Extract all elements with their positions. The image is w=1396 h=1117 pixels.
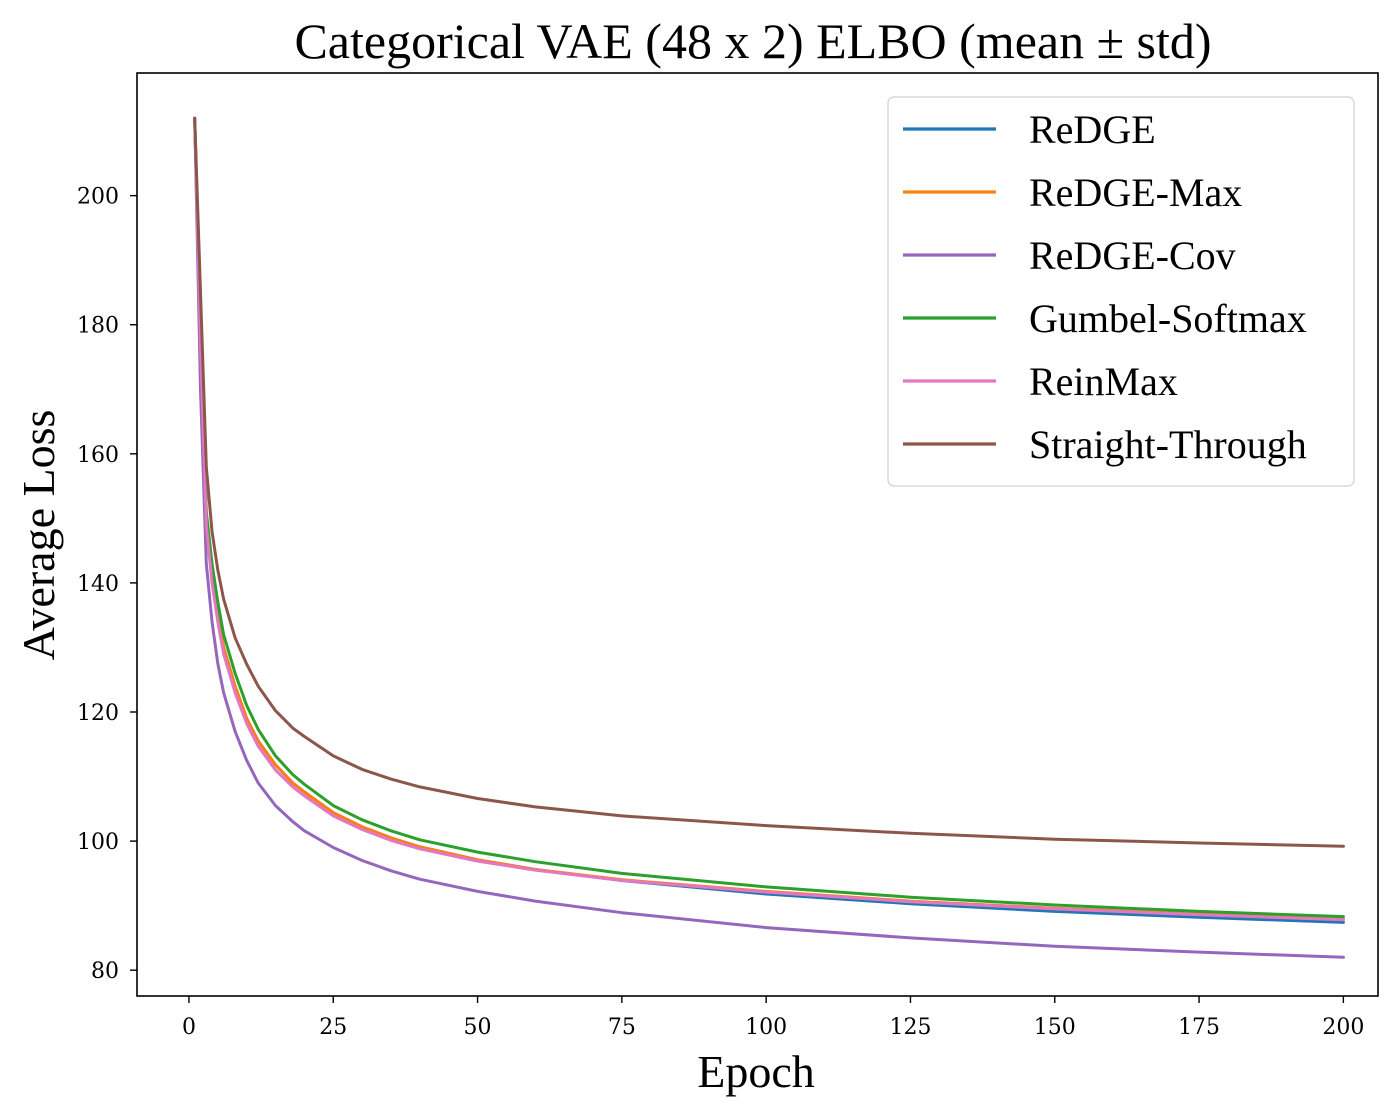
x-tick-label: 175 [1178,1015,1220,1040]
legend-label: ReDGE [1029,107,1156,152]
x-tick-label: 0 [182,1015,196,1040]
y-tick-label: 120 [77,701,119,726]
legend-box [887,96,1355,487]
legend-label: ReDGE-Cov [1029,233,1236,278]
legend: ReDGE ReDGE-Max ReDGE-Cov Gumbel-Softmax Rei… [887,96,1355,487]
series-line-reinmax [193,116,1345,922]
x-tick-label: 200 [1322,1015,1364,1040]
legend-label: Gumbel-Softmax [1029,296,1307,341]
x-tick-label: 125 [889,1015,931,1040]
legend-label: Straight-Through [1029,422,1307,467]
x-tick-label: 50 [464,1015,492,1040]
y-tick-label: 100 [77,830,119,855]
y-tick-label: 160 [77,443,119,468]
y-tick-label: 200 [77,185,119,210]
x-axis-label: Epoch [697,1046,815,1097]
legend-label: ReinMax [1029,359,1178,404]
plot-frame [136,72,1379,997]
y-tick-label: 140 [77,572,119,597]
x-axis: 0 25 50 75 100 125 150 175 200 [182,996,1364,1040]
y-axis: 80 100 120 140 160 180 200 [77,185,137,984]
y-axis-label: Average Loss [13,410,64,661]
y-tick-label: 80 [91,959,119,984]
x-tick-label: 75 [608,1015,636,1040]
y-tick-label: 180 [77,314,119,339]
series-line-redge-cov [193,116,1345,959]
chart-title: Categorical VAE (48 x 2) ELBO (mean ± st… [294,13,1211,69]
plot-area [193,116,1345,959]
x-tick-label: 150 [1034,1015,1076,1040]
x-tick-label: 100 [745,1015,787,1040]
series-line-gumbel-softmax [193,116,1345,919]
series-line-straight-through [193,116,1345,848]
x-tick-label: 25 [319,1015,347,1040]
legend-label: ReDGE-Max [1029,170,1242,215]
